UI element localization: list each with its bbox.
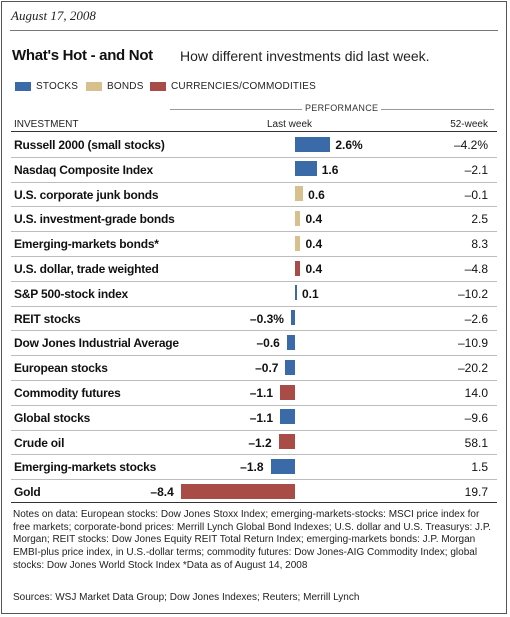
week52-value-u-s-corporate-junk-bonds: –0.1 (464, 187, 488, 202)
sources-text: Sources: WSJ Market Data Group; Dow Jone… (13, 592, 360, 603)
week52-value-commodity-futures: 14.0 (464, 386, 488, 400)
bar-s-p-500-stock-index (295, 285, 297, 301)
row-divider (11, 305, 497, 307)
bar-u-s-dollar-trade-weighted (295, 260, 301, 276)
notes-rule (11, 502, 497, 503)
week52-value-u-s-dollar-trade-weighted: –4.8 (464, 262, 488, 276)
value-label-s-p-500-stock-index: 0.1 (302, 286, 319, 301)
bar-nasdaq-composite-index (295, 161, 317, 177)
row-label-dow-jones-industrial-average: Dow Jones Industrial Average (14, 336, 179, 351)
bar-crude-oil (278, 434, 295, 450)
investment-header: INVESTMENT (14, 119, 79, 130)
row-divider (11, 454, 497, 456)
row-divider (11, 330, 497, 332)
value-label-european-stocks: –0.7 (255, 361, 279, 376)
bar-emerging-markets-bonds (295, 235, 301, 251)
value-label-emerging-markets-bonds: 0.4 (305, 237, 323, 252)
row-divider (11, 231, 497, 233)
value-label-russell-2000-small-stocks: 2.6% (335, 138, 363, 152)
row-label-s-p-500-stock-index: S&P 500-stock index (14, 286, 129, 301)
row-divider (11, 355, 497, 357)
week52-value-russell-2000-small-stocks: –4.2% (453, 138, 488, 152)
value-label-u-s-dollar-trade-weighted: 0.4 (305, 262, 323, 276)
week52-value-global-stocks: –9.6 (464, 410, 488, 425)
bar-global-stocks (280, 409, 295, 425)
chart-subtitle: How different investments did last week. (180, 48, 430, 64)
row-label-u-s-investment-grade-bonds: U.S. investment-grade bonds (14, 212, 175, 227)
value-label-emerging-markets-stocks: –1.8 (240, 460, 264, 475)
value-label-dow-jones-industrial-average: –0.6 (256, 336, 280, 351)
last-week-header: Last week (267, 119, 313, 130)
performance-header: PERFORMANCE (302, 103, 382, 113)
top-rule (10, 30, 498, 31)
row-label-nasdaq-composite-index: Nasdaq Composite Index (14, 162, 153, 177)
legend-swatch-commodities (150, 82, 166, 91)
value-label-reit-stocks: –0.3% (249, 311, 284, 326)
row-divider (11, 181, 497, 183)
value-label-u-s-investment-grade-bonds: 0.4 (305, 212, 323, 227)
row-divider (11, 156, 497, 158)
week52-value-u-s-investment-grade-bonds: 2.5 (471, 212, 488, 227)
week52-value-crude-oil: 58.1 (464, 435, 488, 450)
bar-european-stocks (285, 359, 295, 375)
legend-swatch-stocks (15, 82, 31, 91)
row-divider (11, 256, 497, 257)
row-divider (11, 429, 497, 431)
bar-gold (180, 483, 295, 499)
row-divider (11, 404, 497, 406)
bar-russell-2000-small-stocks (295, 136, 331, 152)
week52-value-s-p-500-stock-index: –10.2 (457, 286, 488, 301)
week52-value-nasdaq-composite-index: –2.1 (464, 162, 488, 177)
bar-u-s-investment-grade-bonds (295, 210, 301, 226)
week52-value-european-stocks: –20.2 (457, 361, 488, 376)
row-label-crude-oil: Crude oil (14, 435, 65, 450)
row-label-gold: Gold (14, 485, 41, 500)
value-label-crude-oil: –1.2 (248, 435, 272, 450)
bar-reit-stocks (290, 310, 295, 326)
row-label-u-s-dollar-trade-weighted: U.S. dollar, trade weighted (14, 262, 159, 276)
row-label-russell-2000-small-stocks: Russell 2000 (small stocks) (14, 138, 165, 152)
week52-value-gold: 19.7 (464, 485, 488, 500)
date-label: August 17, 2008 (11, 8, 96, 23)
row-divider (11, 206, 497, 208)
bar-dow-jones-industrial-average (286, 334, 295, 350)
week52-value-reit-stocks: –2.6 (464, 311, 488, 326)
notes-text: Notes on data: European stocks: Dow Jone… (13, 509, 491, 571)
bar-emerging-markets-stocks (270, 458, 295, 474)
value-label-global-stocks: –1.1 (249, 410, 274, 425)
week52-header: 52-week (450, 119, 488, 130)
week52-value-emerging-markets-stocks: 1.5 (471, 460, 488, 475)
row-divider (11, 380, 497, 381)
legend-label-commodities: CURRENCIES/COMMODITIES (171, 81, 316, 92)
row-label-global-stocks: Global stocks (14, 410, 91, 425)
row-divider (11, 479, 497, 481)
header-rule (11, 131, 497, 132)
value-label-commodity-futures: –1.1 (249, 386, 274, 400)
row-label-u-s-corporate-junk-bonds: U.S. corporate junk bonds (14, 187, 159, 202)
row-divider (11, 280, 497, 282)
value-label-u-s-corporate-junk-bonds: 0.6 (308, 187, 325, 202)
bar-commodity-futures (280, 384, 295, 400)
row-label-emerging-markets-stocks: Emerging-markets stocks (14, 460, 157, 475)
row-label-european-stocks: European stocks (14, 361, 108, 376)
row-label-emerging-markets-bonds: Emerging-markets bonds* (14, 237, 159, 252)
bar-u-s-corporate-junk-bonds (295, 186, 304, 202)
value-label-nasdaq-composite-index: 1.6 (321, 162, 339, 177)
row-label-reit-stocks: REIT stocks (14, 311, 81, 326)
chart-title: What's Hot - and Not (12, 47, 153, 64)
legend-label-bonds: BONDS (107, 81, 144, 92)
value-label-gold: –8.4 (150, 485, 174, 500)
row-label-commodity-futures: Commodity futures (14, 386, 121, 400)
legend-label-stocks: STOCKS (36, 81, 79, 92)
legend-swatch-bonds (86, 82, 102, 91)
week52-value-emerging-markets-bonds: 8.3 (471, 237, 488, 252)
week52-value-dow-jones-industrial-average: –10.9 (457, 336, 488, 351)
